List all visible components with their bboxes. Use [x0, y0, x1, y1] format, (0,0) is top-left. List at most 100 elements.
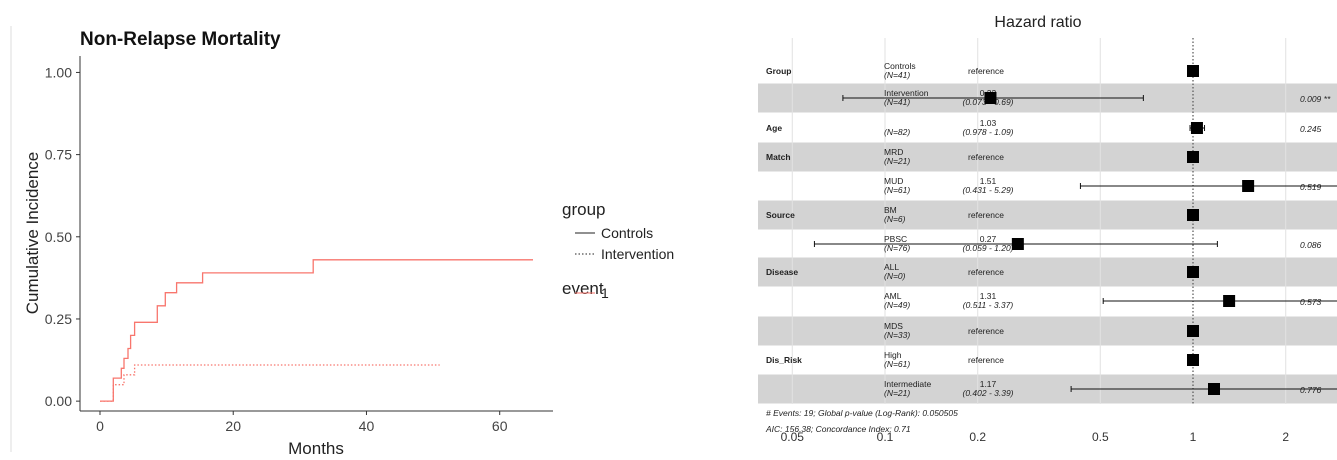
row-variable: Dis_Risk	[766, 355, 802, 365]
row-estimate: reference	[968, 355, 1004, 365]
row-level: MDS	[884, 321, 903, 331]
y-tick-label: 0.50	[45, 229, 72, 245]
y-tick-label: 0.75	[45, 147, 72, 163]
row-n: (N=49)	[884, 300, 910, 310]
row-ci: (0.059 - 1.20)	[962, 243, 1013, 253]
forest-rows: Group Controls(N=41) referenceIntervention…	[766, 61, 1331, 398]
forest-x-tick-label: 1	[1190, 430, 1197, 444]
row-estimate: 1.31	[980, 291, 997, 301]
incidence-x-axis-label: Months	[288, 439, 344, 458]
hazard-ratio-marker	[1223, 295, 1236, 307]
row-p-value: 0.086	[1300, 240, 1322, 250]
hazard-ratio-marker	[1187, 354, 1199, 366]
series-line-controls	[100, 259, 533, 402]
row-estimate: 1.03	[980, 118, 997, 128]
forest-x-tick-label: 2	[1282, 430, 1289, 444]
row-ci: (0.978 - 1.09)	[962, 127, 1013, 137]
legend-controls-label: Controls	[601, 225, 653, 241]
row-estimate: 1.51	[980, 176, 997, 186]
y-tick-label: 0.25	[45, 311, 72, 327]
row-n: (N=76)	[884, 243, 910, 253]
incidence-plot-title: Non-Relapse Mortality	[80, 29, 281, 50]
row-n: (N=41)	[884, 97, 910, 107]
forest-x-ticks: 0.050.10.20.5125	[781, 430, 1290, 444]
row-n: (N=61)	[884, 359, 910, 369]
forest-x-tick-label: 0.1	[877, 430, 894, 444]
incidence-plot: Non-Relapse Mortality 0.00 0.25 0.50 0.75 1.…	[10, 26, 674, 458]
x-tick-label: 40	[359, 418, 375, 434]
row-n: (N=6)	[884, 214, 906, 224]
row-n: (N=21)	[884, 388, 910, 398]
row-variable: Source	[766, 210, 795, 220]
row-n: (N=0)	[884, 271, 906, 281]
x-tick-label: 0	[96, 418, 104, 434]
hazard-ratio-marker	[1187, 325, 1199, 337]
row-level: Controls	[884, 61, 916, 71]
row-band	[758, 142, 1337, 172]
forest-footnote-aic: AIC: 156.38; Concordance Index: 0.71	[765, 424, 911, 434]
row-level: Intermediate	[884, 379, 932, 389]
row-p-value: 0.009 **	[1300, 94, 1331, 104]
hazard-ratio-marker	[1190, 122, 1203, 134]
row-band	[758, 316, 1337, 346]
row-estimate: reference	[968, 152, 1004, 162]
forest-plot: Hazard ratio Group Controls(N=41) referenc…	[758, 14, 1337, 444]
row-estimate: reference	[968, 210, 1004, 220]
legend-intervention-label: Intervention	[601, 246, 674, 262]
forest-x-tick-label: 0.5	[1092, 430, 1109, 444]
row-n: (N=21)	[884, 156, 910, 166]
hazard-ratio-marker	[1242, 180, 1255, 192]
series-line-intervention	[100, 364, 440, 402]
x-tick-label: 20	[225, 418, 241, 434]
row-level: MUD	[884, 176, 903, 186]
forest-plot-title: Hazard ratio	[994, 14, 1081, 31]
row-variable: Match	[766, 152, 791, 162]
legend-event-label: 1	[601, 285, 609, 301]
row-band	[758, 257, 1337, 287]
row-level: ALL	[884, 262, 899, 272]
row-estimate: 0.27	[980, 234, 997, 244]
row-variable: Age	[766, 123, 782, 133]
row-band	[758, 200, 1337, 230]
row-level: BM	[884, 205, 897, 215]
row-n: (N=33)	[884, 330, 910, 340]
hazard-ratio-marker	[1187, 65, 1199, 77]
row-level: AML	[884, 291, 902, 301]
row-estimate: reference	[968, 66, 1004, 76]
legend-event-title: event	[562, 279, 604, 298]
row-estimate: reference	[968, 326, 1004, 336]
hazard-ratio-marker	[1011, 238, 1024, 250]
x-tick-label: 60	[492, 418, 508, 434]
forest-footnote-events: # Events: 19; Global p-value (Log-Rank):…	[766, 408, 958, 418]
row-p-value: 0.519	[1300, 182, 1322, 192]
row-n: (N=61)	[884, 185, 910, 195]
hazard-ratio-marker	[1187, 151, 1199, 163]
incidence-series	[100, 259, 533, 402]
row-ci: (0.511 - 3.37)	[963, 300, 1014, 310]
row-estimate: 1.17	[980, 379, 997, 389]
forest-x-tick-label: 0.05	[781, 430, 805, 444]
row-variable: Disease	[766, 267, 798, 277]
incidence-legend: group Controls Intervention event 1	[562, 200, 674, 301]
incidence-y-ticks: 0.00 0.25 0.50 0.75 1.00	[45, 64, 80, 409]
hazard-ratio-marker	[1208, 383, 1221, 395]
row-p-value: 0.245	[1300, 124, 1322, 134]
forest-row-bands	[758, 83, 1337, 404]
row-level: PBSC	[884, 234, 907, 244]
y-tick-label: 1.00	[45, 64, 72, 80]
row-p-value: 0.573	[1300, 297, 1322, 307]
incidence-x-ticks: 0 20 40 60	[96, 411, 508, 434]
y-tick-label: 0.00	[45, 393, 72, 409]
row-n: (N=41)	[884, 70, 910, 80]
incidence-y-axis-label: Cumulative Incidence	[23, 152, 42, 315]
hazard-ratio-marker	[984, 92, 997, 104]
row-ci: (0.431 - 5.29)	[962, 185, 1013, 195]
row-p-value: 0.776	[1300, 385, 1322, 395]
forest-estimates	[813, 65, 1337, 395]
hazard-ratio-marker	[1187, 266, 1199, 278]
forest-x-tick-label: 0.2	[969, 430, 986, 444]
row-variable: Group	[766, 66, 792, 76]
row-level: Intervention	[884, 88, 929, 98]
row-n: (N=82)	[884, 127, 910, 137]
